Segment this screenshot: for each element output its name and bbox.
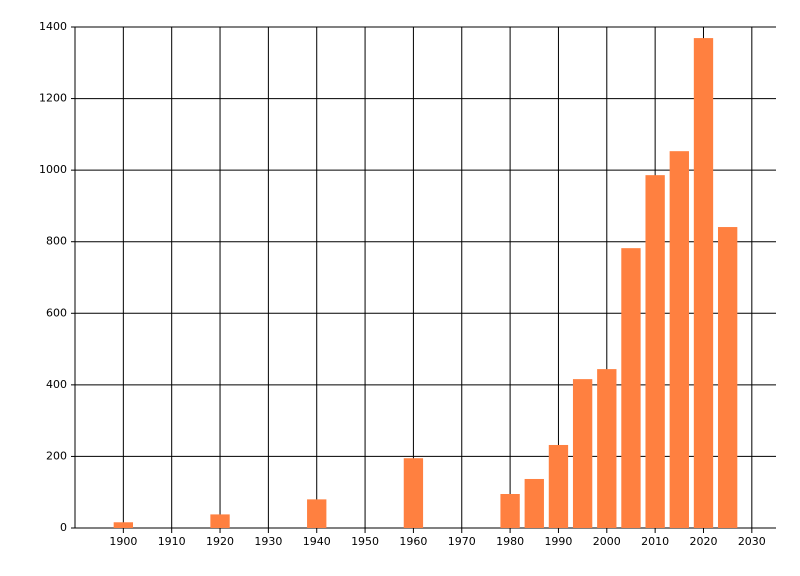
bar	[693, 38, 714, 529]
x-tick-label: 2030	[738, 535, 766, 548]
bar	[524, 478, 544, 528]
bar	[669, 151, 689, 528]
bar	[403, 458, 424, 528]
bar	[210, 514, 230, 528]
x-tick-label: 1980	[496, 535, 524, 548]
y-tick-label: 800	[46, 235, 67, 248]
x-tick-label: 1910	[158, 535, 186, 548]
bar	[548, 444, 569, 528]
bar	[597, 369, 617, 528]
x-tick-label: 1950	[351, 535, 379, 548]
x-tick-label: 1970	[448, 535, 476, 548]
x-tick-label: 1940	[303, 535, 331, 548]
bar	[621, 248, 641, 529]
y-tick-label: 200	[46, 449, 67, 462]
x-tick-label: 2000	[593, 535, 621, 548]
bar	[113, 522, 134, 528]
x-tick-label: 2010	[641, 535, 669, 548]
bar	[645, 175, 665, 528]
y-tick-label: 0	[60, 521, 67, 534]
x-tick-label: 1900	[109, 535, 137, 548]
x-tick-label: 1920	[206, 535, 234, 548]
bar	[572, 379, 593, 528]
bar	[717, 227, 738, 528]
y-tick-label: 1400	[39, 20, 67, 33]
x-tick-label: 2020	[689, 535, 717, 548]
bar	[307, 499, 327, 528]
bar	[500, 494, 520, 528]
y-tick-label: 1000	[39, 163, 67, 176]
y-tick-label: 600	[46, 306, 67, 319]
x-tick-label: 1960	[399, 535, 427, 548]
x-tick-label: 1990	[544, 535, 572, 548]
y-tick-label: 400	[46, 378, 67, 391]
x-tick-label: 1930	[254, 535, 282, 548]
y-tick-label: 1200	[39, 92, 67, 105]
